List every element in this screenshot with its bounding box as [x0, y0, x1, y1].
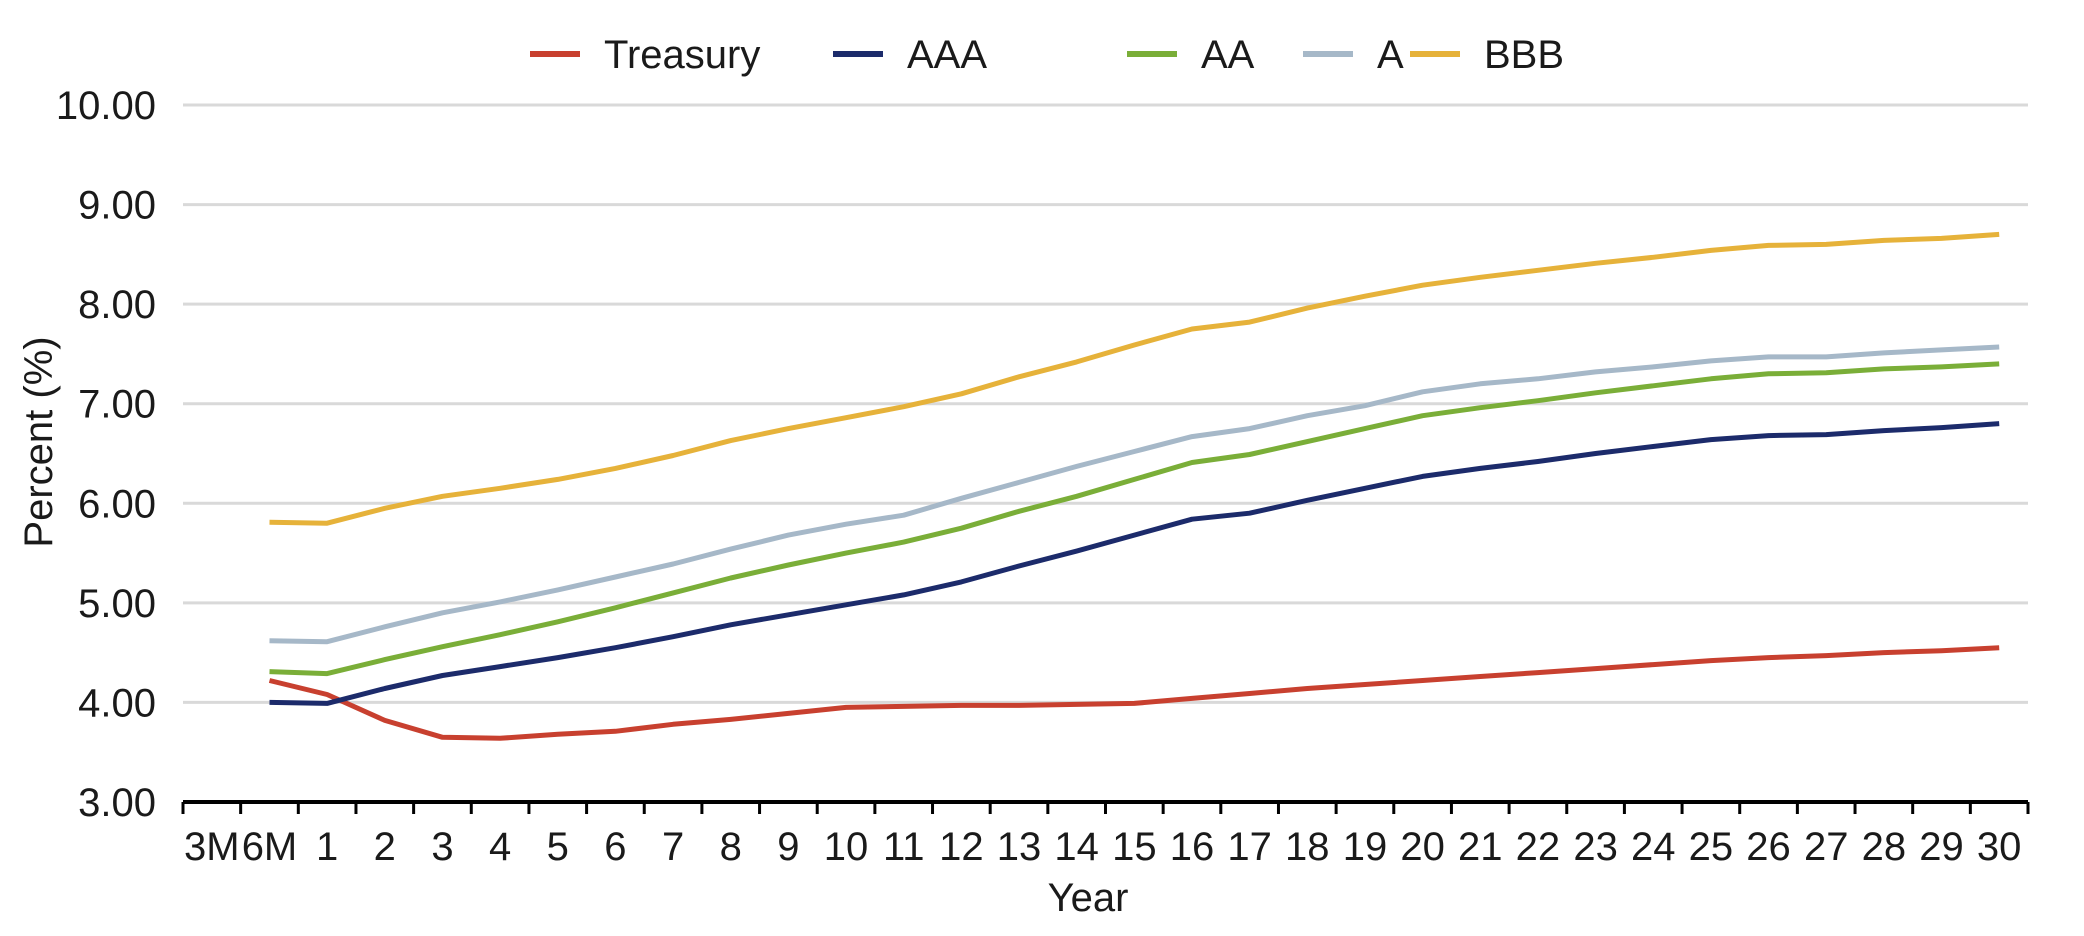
x-tick-label: 6M	[242, 825, 298, 869]
legend-label-a: A	[1377, 33, 1404, 77]
series-line-aaa	[269, 421, 2000, 706]
x-tick-label: 6	[604, 825, 626, 869]
y-tick-label: 6.00	[78, 482, 156, 526]
x-tick-label: 17	[1227, 825, 1272, 869]
legend-label-bbb: BBB	[1484, 33, 1564, 77]
x-tick-label: 14	[1054, 825, 1099, 869]
gridlines	[183, 103, 2028, 704]
x-tick-label: 25	[1689, 825, 1734, 869]
x-tick-label: 10	[824, 825, 869, 869]
y-tick-label: 8.00	[78, 283, 156, 327]
x-tick-label: 28	[1862, 825, 1907, 869]
x-tick-label: 19	[1343, 825, 1388, 869]
y-tick-label: 10.00	[56, 84, 156, 128]
x-tick-label: 9	[777, 825, 799, 869]
x-axis: 3M 6M 1 2 3 4 5 6 7 8 9 10 11 12 13 14 15 16 17 18 19 20 21 22 2…	[181, 800, 2030, 869]
x-tick-label: 8	[720, 825, 742, 869]
legend-label-aa: AA	[1201, 33, 1255, 77]
x-tick-label: 30	[1977, 825, 2022, 869]
series-line-aa	[269, 361, 2000, 677]
series-line-treasury	[268, 645, 2000, 741]
legend-label-aaa: AAA	[907, 33, 987, 77]
series-line-a	[269, 344, 2000, 645]
x-tick-label: 20	[1400, 825, 1445, 869]
y-axis-title: Percent (%)	[17, 336, 61, 547]
series-lines	[268, 231, 2000, 741]
x-tick-label: 26	[1746, 825, 1791, 869]
y-tick-label: 9.00	[78, 184, 156, 228]
x-tick-label: 27	[1804, 825, 1849, 869]
x-tick-label: 12	[939, 825, 984, 869]
y-axis-ticks: 3.00 4.00 5.00 6.00 7.00 8.00 9.00 10.00	[56, 84, 156, 825]
x-tick-label: 2	[374, 825, 396, 869]
series-line-bbb	[269, 231, 2000, 526]
y-tick-label: 3.00	[78, 781, 156, 825]
x-tick-label: 15	[1112, 825, 1157, 869]
legend: Treasury AAA AA A BBB	[530, 33, 1564, 77]
y-tick-label: 4.00	[78, 681, 156, 725]
x-tick-label: 4	[489, 825, 511, 869]
x-tick-label: 24	[1631, 825, 1676, 869]
x-tick-label: 29	[1919, 825, 1964, 869]
x-tick-label: 16	[1170, 825, 1215, 869]
x-tick-label: 11	[883, 825, 925, 869]
x-axis-title: Year	[1048, 876, 1129, 920]
x-tick-label: 5	[547, 825, 569, 869]
y-tick-label: 7.00	[78, 383, 156, 427]
x-tick-label: 3	[431, 825, 453, 869]
x-tick-label: 7	[662, 825, 684, 869]
y-tick-label: 5.00	[78, 582, 156, 626]
x-tick-label: 23	[1573, 825, 1618, 869]
x-tick-label: 18	[1285, 825, 1330, 869]
x-tick-label: 3M	[184, 825, 240, 869]
x-tick-label: 1	[316, 825, 338, 869]
legend-label-treasury: Treasury	[604, 33, 760, 77]
x-tick-label: 13	[997, 825, 1042, 869]
x-tick-label: 22	[1516, 825, 1561, 869]
x-tick-label: 21	[1458, 825, 1503, 869]
